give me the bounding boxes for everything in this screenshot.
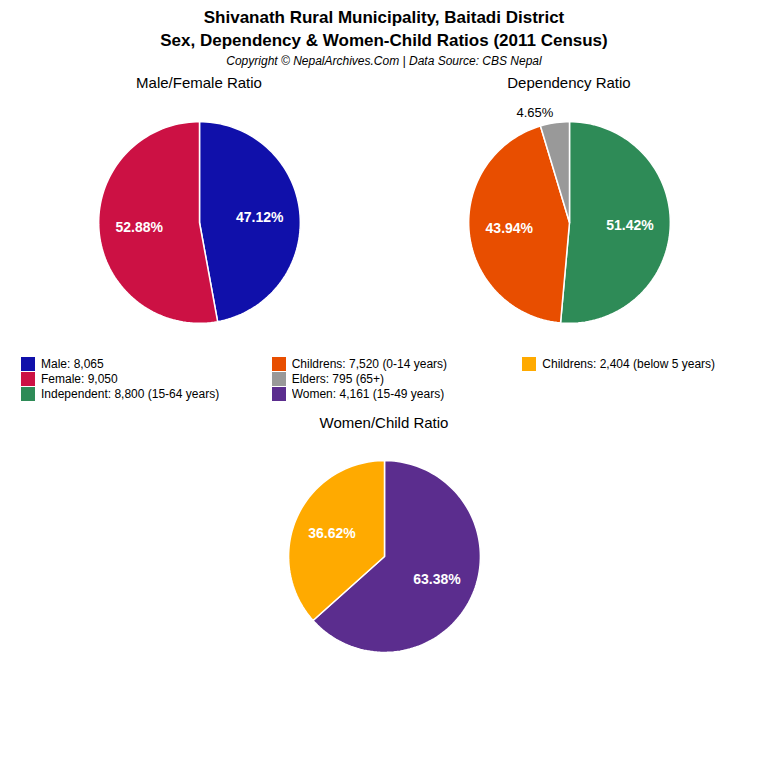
svg-text:51.42%: 51.42% — [606, 217, 654, 233]
html-text:Female: 9,050: Female: 9,050 — [41, 372, 118, 386]
svg-text:52.88%: 52.88% — [116, 219, 164, 235]
svg-text:4.65%: 4.65% — [516, 105, 553, 120]
html-text:Male/Female Ratio: Male/Female Ratio — [136, 74, 262, 91]
svg-text:47.12%: 47.12% — [236, 209, 284, 225]
html-text:Sex, Dependency & Women-Child: Sex, Dependency & Women-Child Ratios (20… — [160, 31, 608, 50]
html-text:Independent: 8,800 (15-64 year: Independent: 8,800 (15-64 years) — [41, 387, 220, 401]
html-text:Dependency Ratio: Dependency Ratio — [507, 74, 631, 91]
html-text:Male: 8,065: Male: 8,065 — [41, 357, 104, 371]
html-text:Shivanath Rural Municipality,: Shivanath Rural Municipality, Baitadi Di… — [203, 8, 565, 27]
html-text:Women/Child Ratio: Women/Child Ratio — [319, 414, 449, 431]
html-text:Elders: 795 (65+): Elders: 795 (65+) — [291, 372, 384, 386]
html-text:Women: 4,161 (15-49 years): Women: 4,161 (15-49 years) — [291, 387, 445, 401]
html-text:Childrens: 2,404 (below 5 year: Childrens: 2,404 (below 5 years) — [542, 357, 716, 371]
svg-text:63.38%: 63.38% — [413, 571, 461, 587]
svg-text:36.62%: 36.62% — [308, 524, 356, 540]
html-text:Childrens: 7,520 (0-14 years): Childrens: 7,520 (0-14 years) — [291, 357, 448, 371]
svg-text:43.94%: 43.94% — [486, 220, 534, 236]
html-text:Copyright © NepalArchives.Com: Copyright © NepalArchives.Com | Data Sou… — [226, 54, 542, 68]
